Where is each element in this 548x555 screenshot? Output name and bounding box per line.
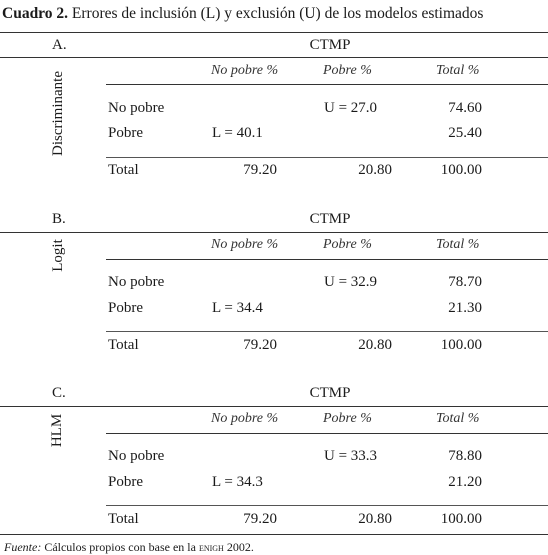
panel-c-model-label: HLM bbox=[49, 413, 66, 447]
panel-c-row1-label: No pobre bbox=[108, 448, 165, 464]
panel-b-total-rule bbox=[106, 331, 548, 332]
footnote-label: Fuente: bbox=[4, 540, 42, 554]
panel-c-row2-no-pobre: L = 34.3 bbox=[212, 474, 263, 490]
panel-b-col-pobre: Pobre % bbox=[323, 237, 372, 252]
panel-b-model-label: Logit bbox=[49, 238, 66, 272]
panel-c-row1-total: 78.80 bbox=[448, 448, 482, 464]
footnote-year: 2002. bbox=[226, 540, 254, 554]
top-rule bbox=[0, 32, 548, 33]
panel-c-total-rule bbox=[106, 505, 548, 506]
panel-b-subheader-rule bbox=[106, 259, 548, 260]
footnote-source: enigh bbox=[198, 540, 224, 554]
panel-a-total-total: 100.00 bbox=[440, 162, 482, 178]
panel-c-letter: C. bbox=[52, 385, 66, 401]
panel-a-subheader-rule bbox=[106, 84, 548, 85]
panel-a-total-rule bbox=[106, 157, 548, 158]
panel-b-col-no-pobre: No pobre % bbox=[211, 237, 279, 252]
panel-c-row1-pobre: U = 33.3 bbox=[324, 448, 378, 464]
table-title: Cuadro 2. Errores de inclusión (L) y exc… bbox=[2, 5, 483, 23]
panel-a-row1-label: No pobre bbox=[108, 100, 165, 116]
panel-a-header-rule bbox=[0, 57, 548, 58]
panel-c-col-total: Total % bbox=[436, 411, 480, 426]
panel-c-total-label: Total bbox=[108, 511, 139, 527]
table-caption: Errores de inclusión (L) y exclusión (U)… bbox=[71, 5, 484, 22]
panel-a-header: CTMP bbox=[309, 37, 351, 53]
table-number: Cuadro 2. bbox=[2, 5, 69, 22]
panel-b-row1-total: 78.70 bbox=[448, 274, 482, 290]
panel-b-row1-label: No pobre bbox=[108, 274, 165, 290]
panel-a-row1-total: 74.60 bbox=[448, 100, 482, 116]
panel-b-total-pobre: 20.80 bbox=[358, 337, 392, 353]
panel-a-row2-total: 25.40 bbox=[448, 125, 482, 141]
panel-a-row2-no-pobre: L = 40.1 bbox=[212, 125, 263, 141]
panel-b-row2-total: 21.30 bbox=[448, 300, 482, 316]
panel-a-letter: A. bbox=[52, 37, 67, 53]
footnote: Fuente: Cálculos propios con base en la … bbox=[4, 540, 254, 555]
panel-c-total-no-pobre: 79.20 bbox=[243, 511, 277, 527]
panel-b-col-total: Total % bbox=[436, 237, 480, 252]
panel-c-col-pobre: Pobre % bbox=[323, 411, 372, 426]
bottom-rule bbox=[0, 534, 548, 535]
panel-c-row2-label: Pobre bbox=[108, 474, 143, 490]
panel-a-row1-pobre: U = 27.0 bbox=[324, 100, 378, 116]
panel-b-total-no-pobre: 79.20 bbox=[243, 337, 277, 353]
panel-a-total-pobre: 20.80 bbox=[358, 162, 392, 178]
panel-c-total-pobre: 20.80 bbox=[358, 511, 392, 527]
panel-c-row2-total: 21.20 bbox=[448, 474, 482, 490]
panel-b-row2-no-pobre: L = 34.4 bbox=[212, 300, 263, 316]
panel-a-model-label: Discriminante bbox=[49, 70, 66, 156]
panel-a-col-pobre: Pobre % bbox=[323, 63, 372, 78]
panel-c-subheader-rule bbox=[106, 433, 548, 434]
panel-b-row1-pobre: U = 32.9 bbox=[324, 274, 378, 290]
panel-b-header-rule bbox=[0, 232, 548, 233]
panel-b-total-total: 100.00 bbox=[440, 337, 482, 353]
panel-c-total-total: 100.00 bbox=[440, 511, 482, 527]
panel-a-total-label: Total bbox=[108, 162, 139, 178]
panel-a-row2-label: Pobre bbox=[108, 125, 143, 141]
panel-b-row2-label: Pobre bbox=[108, 300, 143, 316]
panel-c-header: CTMP bbox=[309, 385, 351, 401]
footnote-text: Cálculos propios con base en la bbox=[44, 540, 196, 554]
panel-c-header-rule bbox=[0, 406, 548, 407]
panel-a-col-no-pobre: No pobre % bbox=[211, 63, 279, 78]
panel-a-total-no-pobre: 79.20 bbox=[243, 162, 277, 178]
panel-b-total-label: Total bbox=[108, 337, 139, 353]
panel-a-col-total: Total % bbox=[436, 63, 480, 78]
panel-c-col-no-pobre: No pobre % bbox=[211, 411, 279, 426]
panel-b-header: CTMP bbox=[309, 211, 351, 227]
panel-b-letter: B. bbox=[52, 211, 66, 227]
